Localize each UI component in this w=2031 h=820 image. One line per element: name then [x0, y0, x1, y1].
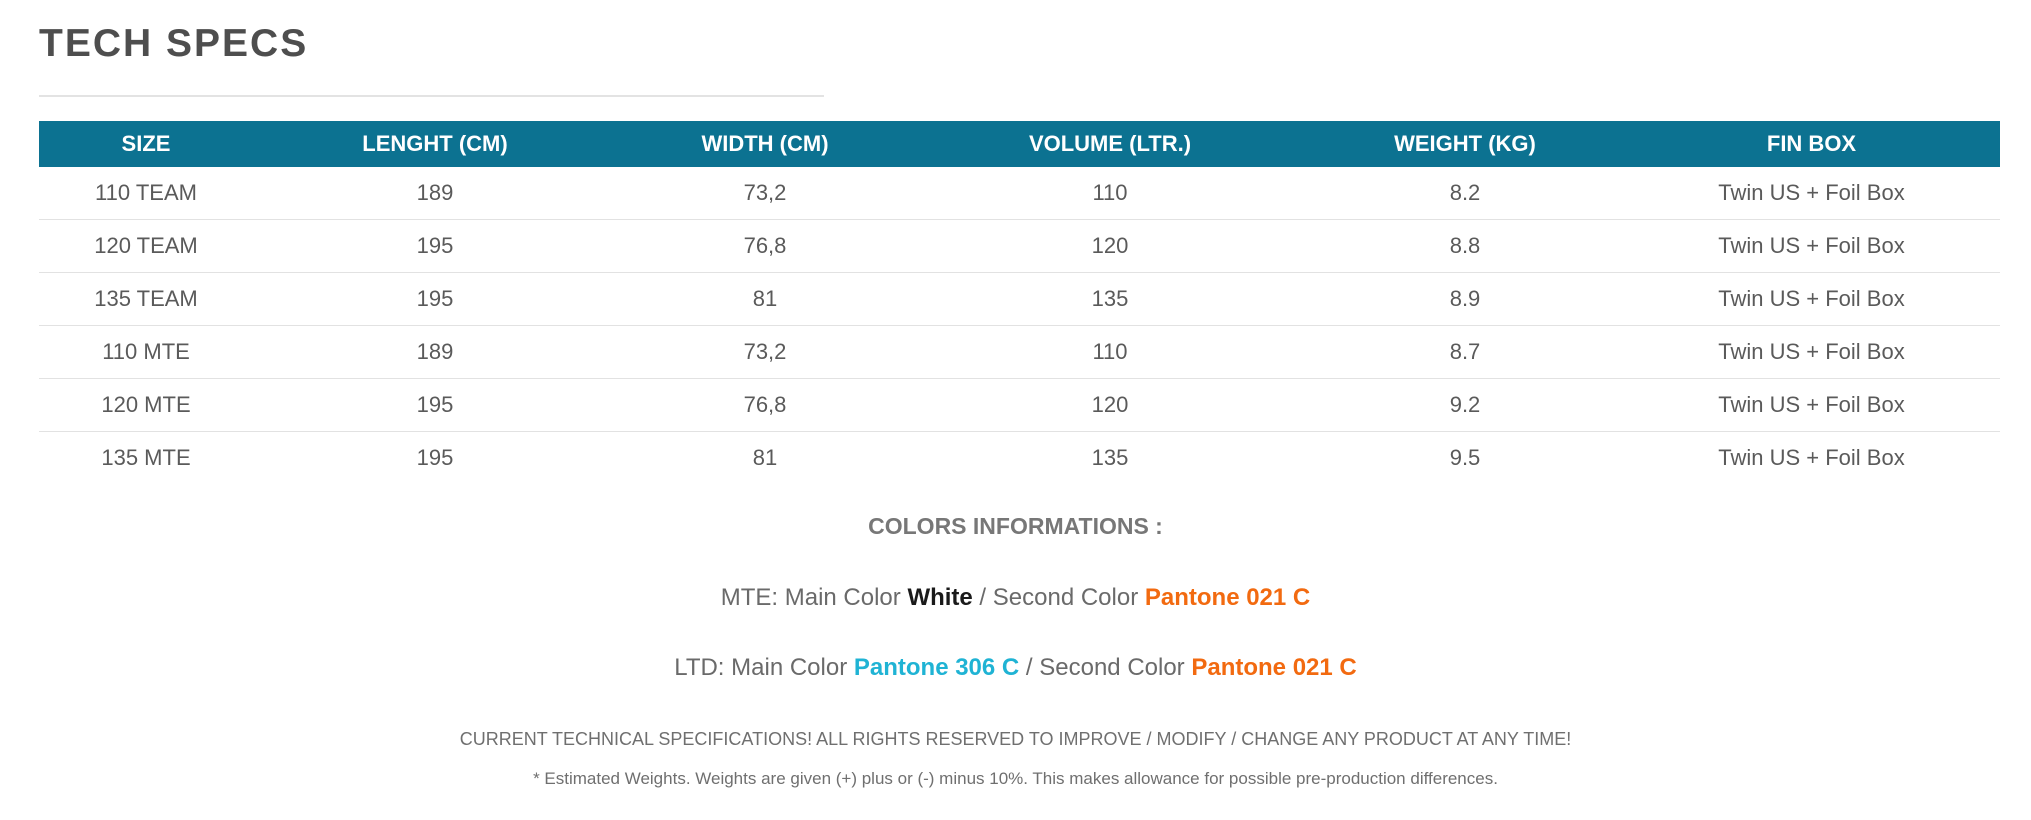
table-row: 110 MTE 189 73,2 110 8.7 Twin US + Foil …	[39, 325, 2000, 379]
weight-footnote: * Estimated Weights. Weights are given (…	[533, 769, 1498, 788]
color-line-separator: / Second Color	[1019, 654, 1192, 681]
cell-width: 81	[617, 272, 913, 326]
main-color-value: White	[907, 584, 973, 611]
cell-volume: 120	[913, 378, 1307, 432]
cell-weight: 8.8	[1307, 219, 1623, 273]
cell-length: 195	[253, 219, 617, 273]
color-line-prefix: LTD: Main Color	[674, 654, 854, 681]
cell-volume: 135	[1091, 445, 1129, 470]
cell-length: 195	[253, 272, 617, 326]
specs-table: SIZE LENGHT (CM) WIDTH (CM) VOLUME (LTR.…	[39, 121, 2000, 484]
header-weight: WEIGHT (KG)	[1307, 121, 1623, 167]
cell-length: 189	[253, 325, 617, 379]
cell-width: 73,2	[617, 325, 913, 379]
color-line-mte: MTE: Main Color White / Second Color Pan…	[0, 584, 2031, 612]
color-line-ltd: LTD: Main Color Pantone 306 C / Second C…	[0, 654, 2031, 682]
cell-fin-box: Twin US + Foil Box	[1623, 325, 2000, 379]
cell-width: 76,8	[617, 219, 913, 273]
cell-weight: 9.2	[1307, 378, 1623, 432]
table-row: 120 TEAM 195 76,8 120 8.8 Twin US + Foil…	[39, 219, 2000, 273]
header-row: SIZE LENGHT (CM) WIDTH (CM) VOLUME (LTR.…	[39, 121, 2000, 167]
cell-fin-box: Twin US + Foil Box	[1623, 272, 2000, 326]
header-fin-box: FIN BOX	[1623, 121, 2000, 167]
colors-heading: COLORS INFORMATIONS :	[868, 513, 1163, 539]
cell-fin-box: Twin US + Foil Box	[1623, 219, 2000, 273]
cell-width: 81	[752, 445, 778, 470]
cell-volume: 135	[913, 272, 1307, 326]
second-color-value: Pantone 021 C	[1191, 654, 1357, 681]
second-color-value: Pantone 021 C	[1144, 584, 1311, 611]
cell-fin-box: Twin US + Foil Box	[1718, 445, 1905, 470]
cell-fin-box: Twin US + Foil Box	[1623, 167, 2000, 220]
specs-table-header: SIZE LENGHT (CM) WIDTH (CM) VOLUME (LTR.…	[39, 121, 2000, 167]
disclaimer-text: CURRENT TECHNICAL SPECIFICATIONS! ALL RI…	[459, 729, 1572, 749]
header-size: SIZE	[39, 121, 253, 167]
cell-weight: 8.9	[1307, 272, 1623, 326]
header-length: LENGHT (CM)	[253, 121, 617, 167]
header-volume: VOLUME (LTR.)	[913, 121, 1307, 167]
cell-size: 110 MTE	[39, 325, 253, 379]
color-line-prefix: MTE: Main Color	[720, 584, 908, 611]
cell-size: 120 MTE	[39, 378, 253, 432]
table-row: 120 MTE 195 76,8 120 9.2 Twin US + Foil …	[39, 378, 2000, 432]
cell-width: 73,2	[617, 167, 913, 220]
cell-length: 189	[253, 167, 617, 220]
specs-table-body: 110 TEAM 189 73,2 110 8.2 Twin US + Foil…	[39, 167, 2000, 484]
cell-volume: 120	[913, 219, 1307, 273]
cell-size: 120 TEAM	[39, 219, 253, 273]
cell-size: 135 MTE	[101, 445, 191, 470]
cell-size: 110 TEAM	[39, 167, 253, 220]
table-row: 135 MTE 195 81 135 9.5 Twin US + Foil Bo…	[39, 432, 2000, 485]
table-row: 110 TEAM 189 73,2 110 8.2 Twin US + Foil…	[39, 167, 2000, 220]
cell-weight: 9.5	[1449, 445, 1481, 470]
main-color-value: Pantone 306 C	[853, 654, 1020, 681]
cell-fin-box: Twin US + Foil Box	[1623, 378, 2000, 432]
header-width: WIDTH (CM)	[617, 121, 913, 167]
cell-volume: 110	[913, 325, 1307, 379]
cell-length: 195	[416, 445, 454, 470]
cell-length: 195	[253, 378, 617, 432]
table-row: 135 TEAM 195 81 135 8.9 Twin US + Foil B…	[39, 272, 2000, 326]
color-line-separator: / Second Color	[972, 584, 1145, 611]
cell-weight: 8.2	[1307, 167, 1623, 220]
cell-weight: 8.7	[1307, 325, 1623, 379]
cell-width: 76,8	[617, 378, 913, 432]
page-title: TECH SPECS	[39, 22, 309, 65]
title-divider	[39, 95, 824, 97]
cell-size: 135 TEAM	[39, 272, 253, 326]
cell-volume: 110	[913, 167, 1307, 220]
